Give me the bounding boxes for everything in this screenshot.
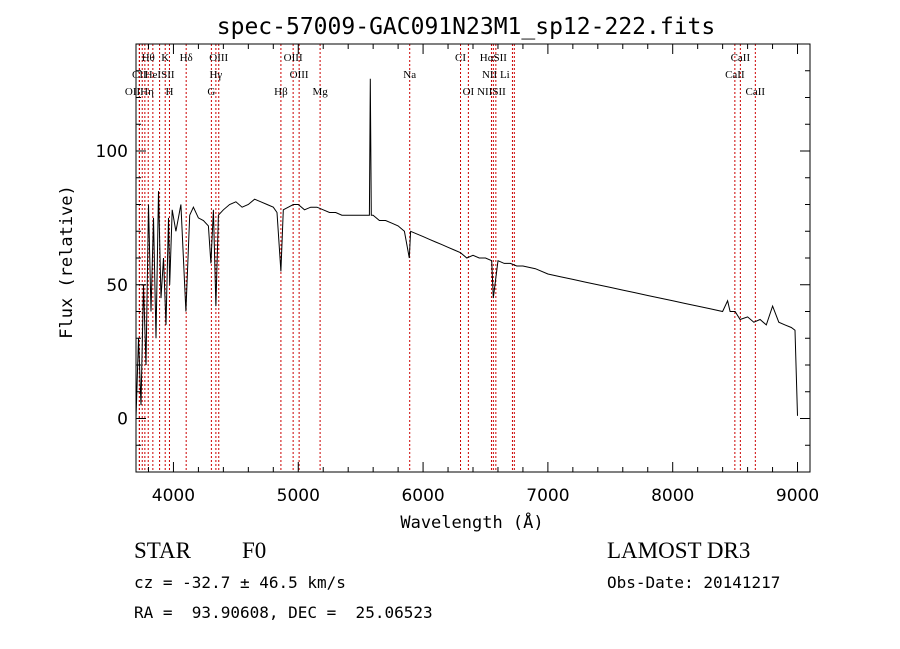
axis-ticks: 4000 5000 6000 7000 8000 9000 0 50 100 xyxy=(96,44,819,506)
marker-label: Hβ xyxy=(274,86,288,98)
marker-label: CaII xyxy=(746,86,766,98)
observation-date: Obs-Date: 20141217 xyxy=(607,573,781,592)
marker-label: OI xyxy=(463,86,475,98)
coordinates: RA = 93.90608, DEC = 25.06523 xyxy=(134,603,433,622)
x-tick-label: 6000 xyxy=(401,486,444,506)
marker-label: HeISII xyxy=(145,69,175,81)
x-tick-label: 4000 xyxy=(152,486,195,506)
marker-label: G xyxy=(207,86,215,98)
marker-label: Hδ xyxy=(180,52,193,64)
marker-label: CaII xyxy=(731,52,751,64)
x-tick-label: 5000 xyxy=(277,486,320,506)
marker-label: OIII xyxy=(290,69,309,81)
object-subclass: F0 xyxy=(242,538,267,563)
x-tick-label: 8000 xyxy=(651,486,694,506)
plot-frame xyxy=(135,43,811,473)
marker-label: Mg xyxy=(312,86,328,98)
x-axis-label: Wavelength (Å) xyxy=(400,511,543,533)
marker-label: OIII xyxy=(209,52,228,64)
survey-name: LAMOST DR3 xyxy=(607,538,751,563)
y-tick-label: 50 xyxy=(106,276,128,296)
marker-label: OIIHη xyxy=(125,86,154,98)
chart-title: spec-57009-GAC091N23M1_sp12-222.fits xyxy=(217,14,716,40)
marker-label: OIII xyxy=(284,52,303,64)
spectrum-series xyxy=(135,78,798,419)
x-tick-label: 7000 xyxy=(526,486,569,506)
marker-label: Hγ xyxy=(209,69,222,81)
spectrum-line xyxy=(135,78,798,419)
x-tick-label: 9000 xyxy=(776,486,819,506)
marker-label: H xyxy=(165,86,173,98)
marker-label: K xyxy=(161,52,169,64)
object-class: STAR xyxy=(134,538,191,563)
marker-label: Na xyxy=(403,69,416,81)
marker-label: NII Li xyxy=(482,69,510,81)
marker-label: NIISII xyxy=(477,86,506,98)
marker-label: HαSII xyxy=(480,52,507,64)
redshift-velocity: cz = -32.7 ± 46.5 km/s xyxy=(134,573,346,592)
marker-label: CaII xyxy=(725,69,745,81)
y-tick-label: 100 xyxy=(96,142,128,162)
y-tick-label: 0 xyxy=(117,410,128,430)
marker-label: Hθ xyxy=(142,52,155,64)
y-axis-label: Flux (relative) xyxy=(57,185,77,339)
marker-label: CI xyxy=(455,52,466,64)
